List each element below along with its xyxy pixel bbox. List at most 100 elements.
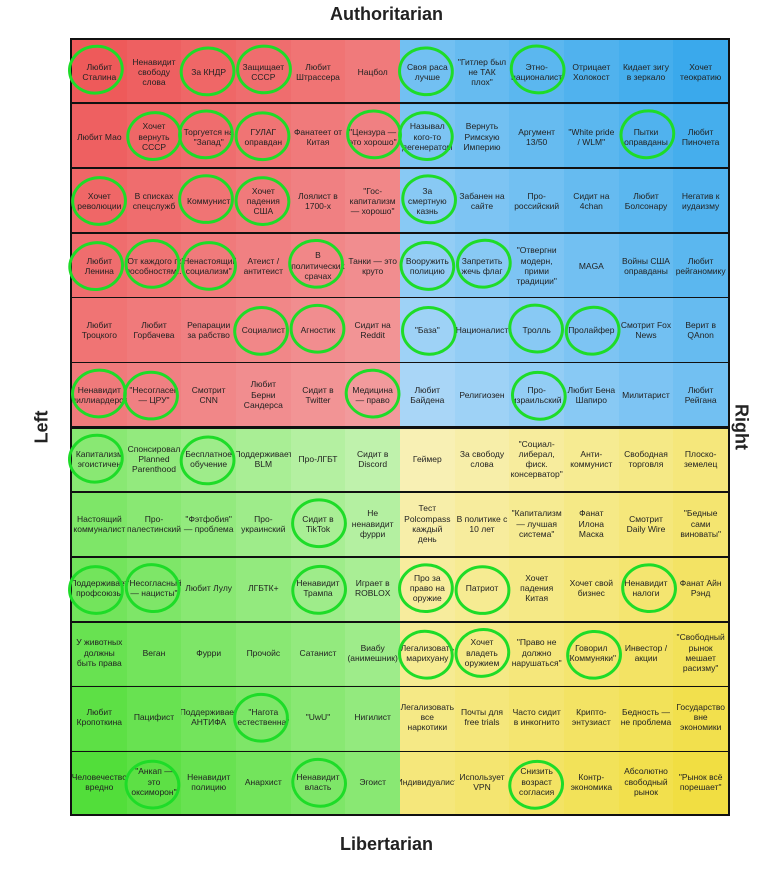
compass-cell: Называл кого-то дегенератом [400,104,455,169]
row-divider [70,296,730,299]
compass-cell: Хочет теократию [673,40,728,105]
compass-cell: Виабу (анимешник) [345,620,400,685]
compass-cell: Почты для free trials [454,685,510,750]
compass-cell: Смотрит Daily Wire [618,491,674,556]
compass-cell: Про-украинский [236,491,291,556]
compass-cell: "Цензура — это хорошо" [345,104,400,169]
compass-cell: Аргумент 13/50 [509,104,564,169]
compass-cell: Крипто-энтузиаст [564,685,619,750]
compass-cell: Нигилист [345,685,400,750]
compass-cell: Лоялист в 1700-х [290,169,346,234]
compass-cell: "Право не должно нарушаться" [509,620,564,685]
compass-cell: MAGA [564,233,619,298]
compass-cell: "База" [400,298,455,363]
compass-cell: Фанат Айн Рэнд [673,556,728,621]
compass-cell: "UwU" [290,685,346,750]
compass-cell: Контр-экономика [564,749,619,814]
compass-cell: Не ненавидит фурри [345,491,400,556]
compass-cell: Хочет свой бизнес [564,556,619,621]
compass-cell: "Свободный рынок мешает расизму" [673,620,728,685]
compass-cell: Про-российский [509,169,564,234]
compass-cell: За свободу слова [454,427,510,492]
compass-cell: ГУЛАГ оправдан [236,104,291,169]
compass-cell: Играет в ROBLOX [345,556,400,621]
compass-cell: Любит Рейгана [673,362,728,427]
compass-cell: Пролайфер [564,298,619,363]
compass-cell: Часто сидит в инкогнито [509,685,564,750]
compass-cell: Любит Сталина [72,40,127,105]
compass-cell: Поддерживает профсоюзы [72,556,127,621]
compass-cell: "Анкап — это оксиморон" [126,749,182,814]
compass-cell: Любит Кропоткина [72,685,127,750]
compass-cell: ЛГБТК+ [236,556,291,621]
compass-cell: Легализовать марихуану [400,620,455,685]
compass-cell: Негатив к иудаизму [673,169,728,234]
compass-cell: Религиозен [454,362,510,427]
compass-cell: Агностик [290,298,346,363]
compass-cell: Ненавидит полицию [181,749,236,814]
compass-cell: Ненавидит Трампа [290,556,346,621]
compass-cell: "Фэтфобия" — проблема [181,491,236,556]
compass-cell: Любит Пиночета [673,104,728,169]
compass-cell: Сидит в Discord [345,427,400,492]
compass-cell: Милитарист [618,362,674,427]
compass-cell: "Капитализм — лучшая система" [509,491,564,556]
compass-cell: Про-ЛГБТ [290,427,346,492]
row-divider [70,750,730,753]
compass-cell: Фанат Илона Маска [564,491,619,556]
compass-cell: Легализовать все наркотики [400,685,455,750]
row-divider [70,621,730,623]
compass-cell: В списках спецслужб [126,169,182,234]
compass-cell: Любит рейганомику [673,233,728,298]
compass-cell: Эгоист [345,749,400,814]
compass-cell: Про за право на оружие [400,556,455,621]
row-divider [70,167,730,169]
compass-cell: Фанатеет от Китая [290,104,346,169]
row-divider [70,491,730,493]
compass-cell: Снизить возраст согласия [509,749,564,814]
compass-cell: Хочет падения Китая [509,556,564,621]
compass-cell: Любит Байдена [400,362,455,427]
compass-cell: Репарации за рабство [181,298,236,363]
compass-cell: Хочет революции [72,169,127,234]
compass-cell: Бесплатное обучение [181,427,236,492]
compass-cell: Прочойс [236,620,291,685]
compass-cell: Государство вне экономики [673,685,728,750]
row-divider [70,556,730,558]
compass-cell: Защищает СССР [236,40,291,105]
compass-cell: Забанен на сайте [454,169,510,234]
compass-cell: "Гитлер был не ТАК плох" [454,40,510,105]
axis-label-libertarian: Libertarian [339,834,434,854]
compass-cell: За смертную казнь [400,169,455,234]
compass-cell: Любит Штрассера [290,40,346,105]
compass-cell: "Гос-капитализм — хорошо" [345,169,400,234]
compass-cell: Вооружить полицию [400,233,455,298]
compass-cell: Хочет вернуть СССР [126,104,182,169]
compass-cell: Любит Бена Шапиро [564,362,619,427]
compass-cell: Сидит на Reddit [345,298,400,363]
compass-cell: Смотрит CNN [181,362,236,427]
compass-cell: Человечество вредно [72,749,127,814]
compass-cell: Тролль [509,298,564,363]
compass-cell: Веган [126,620,182,685]
compass-cell: "Бедные сами виноваты" [673,491,728,556]
compass-cell: Хочет владеть оружием [454,620,510,685]
compass-cell: Любит Троцкого [72,298,127,363]
compass-cell: "Несогласный — нацисты" [126,556,182,621]
compass-cell: Вернуть Римскую Империю [454,104,510,169]
compass-cell: Пацифист [126,685,182,750]
compass-cell: Бедность — не проблема [618,685,674,750]
compass-cell: Своя раса лучше [400,40,455,105]
compass-cell: Про-израильский [509,362,564,427]
compass-cell: Сидит в TikTok [290,491,346,556]
compass-cell: В политике с 10 лет [454,491,510,556]
compass-cell: Свободная торговля [618,427,674,492]
compass-cell: Поддерживает BLM [236,427,291,492]
compass-cell: Кидает зигу в зеркало [618,40,674,105]
compass-cell: Атеист / антитеист [236,233,291,298]
compass-cell: Плоско-земелец [673,427,728,492]
axis-label-authoritarian: Authoritarian [329,4,443,24]
compass-cell: Отрицает Холокост [564,40,619,105]
compass-cell: Фурри [181,620,236,685]
compass-cell: Любит Горбачева [126,298,182,363]
